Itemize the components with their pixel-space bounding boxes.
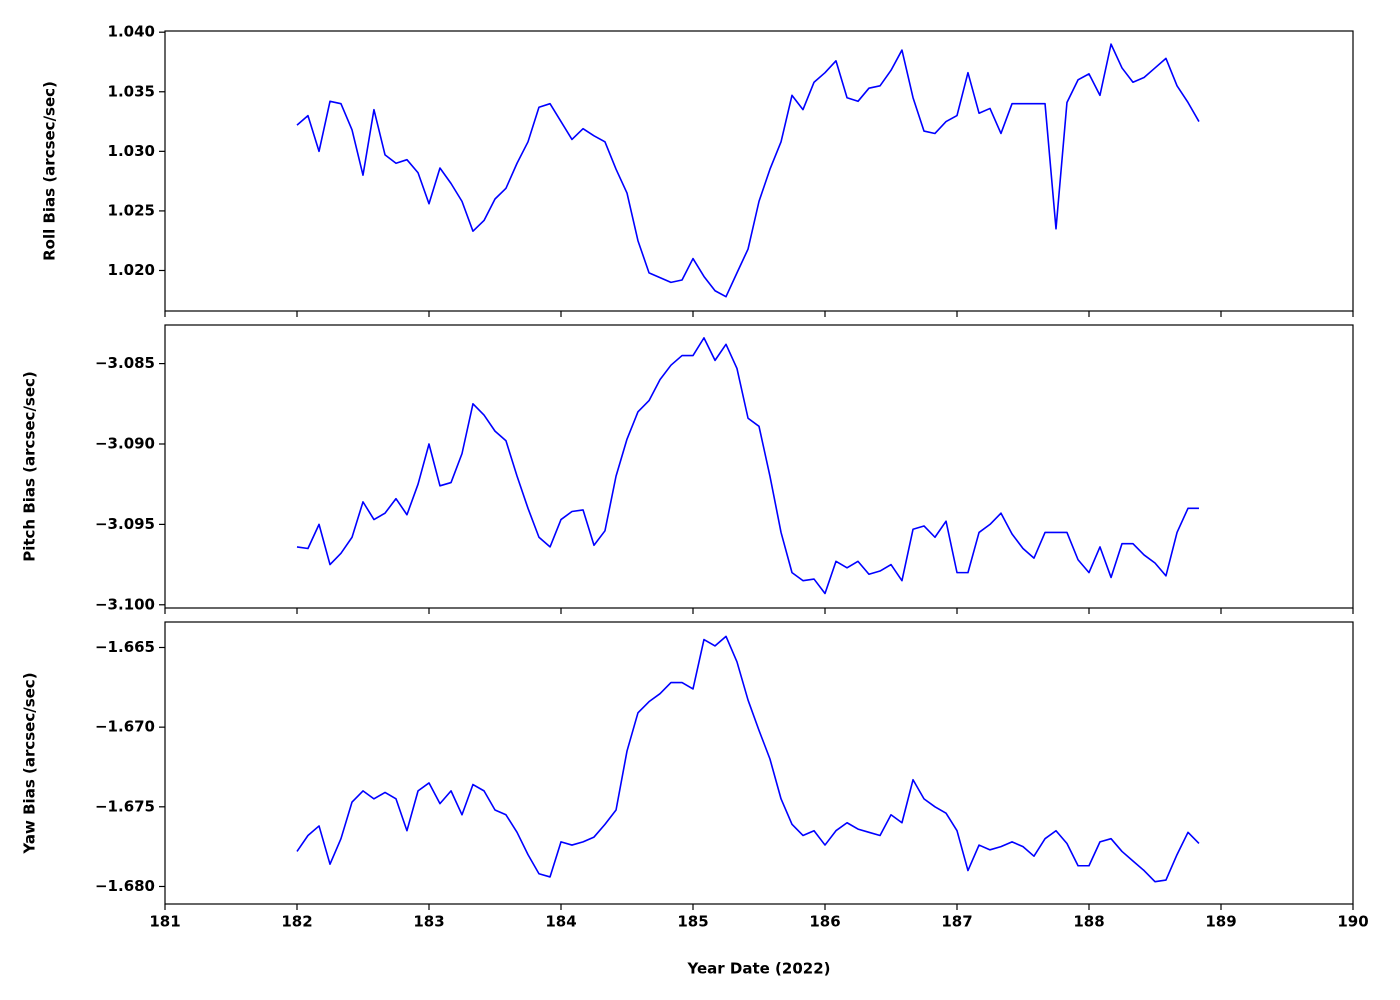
- y-tick-label: 1.030: [108, 142, 155, 160]
- data-line: [296, 43, 1200, 298]
- x-tick-label: 189: [1205, 913, 1236, 931]
- plot-frame: [164, 324, 1354, 609]
- y-tick-label: −1.675: [95, 797, 155, 815]
- x-tick-label: 187: [941, 913, 972, 931]
- data-line: [296, 635, 1200, 883]
- x-tick-label: 190: [1337, 913, 1368, 931]
- y-tick-label: 1.025: [108, 201, 155, 219]
- x-tick-label: 181: [149, 913, 180, 931]
- y-tick-label: 1.035: [108, 82, 155, 100]
- y-axis-label: Roll Bias (arcsec/sec): [41, 81, 59, 261]
- y-tick-label: −3.085: [95, 354, 155, 372]
- y-axis-label: Pitch Bias (arcsec/sec): [21, 371, 39, 562]
- y-tick-label: −3.100: [95, 595, 155, 613]
- x-tick-label: 184: [545, 913, 576, 931]
- plot-frame: [164, 30, 1354, 312]
- y-tick-label: 1.020: [108, 261, 155, 279]
- x-tick-label: 188: [1073, 913, 1104, 931]
- x-tick-label: 185: [677, 913, 708, 931]
- y-tick-label: −1.670: [95, 718, 155, 736]
- y-tick-label: −1.665: [95, 638, 155, 656]
- y-tick-label: 1.040: [108, 23, 155, 41]
- x-tick-label: 186: [809, 913, 840, 931]
- y-tick-label: −3.095: [95, 515, 155, 533]
- y-axis-label: Yaw Bias (arcsec/sec): [21, 672, 39, 854]
- x-tick-label: 183: [413, 913, 444, 931]
- x-tick-label: 182: [281, 913, 312, 931]
- y-tick-label: −3.090: [95, 434, 155, 452]
- y-tick-label: −1.680: [95, 877, 155, 895]
- data-line: [296, 337, 1199, 595]
- plot-frame: [164, 621, 1354, 905]
- x-axis-label: Year Date (2022): [687, 960, 831, 978]
